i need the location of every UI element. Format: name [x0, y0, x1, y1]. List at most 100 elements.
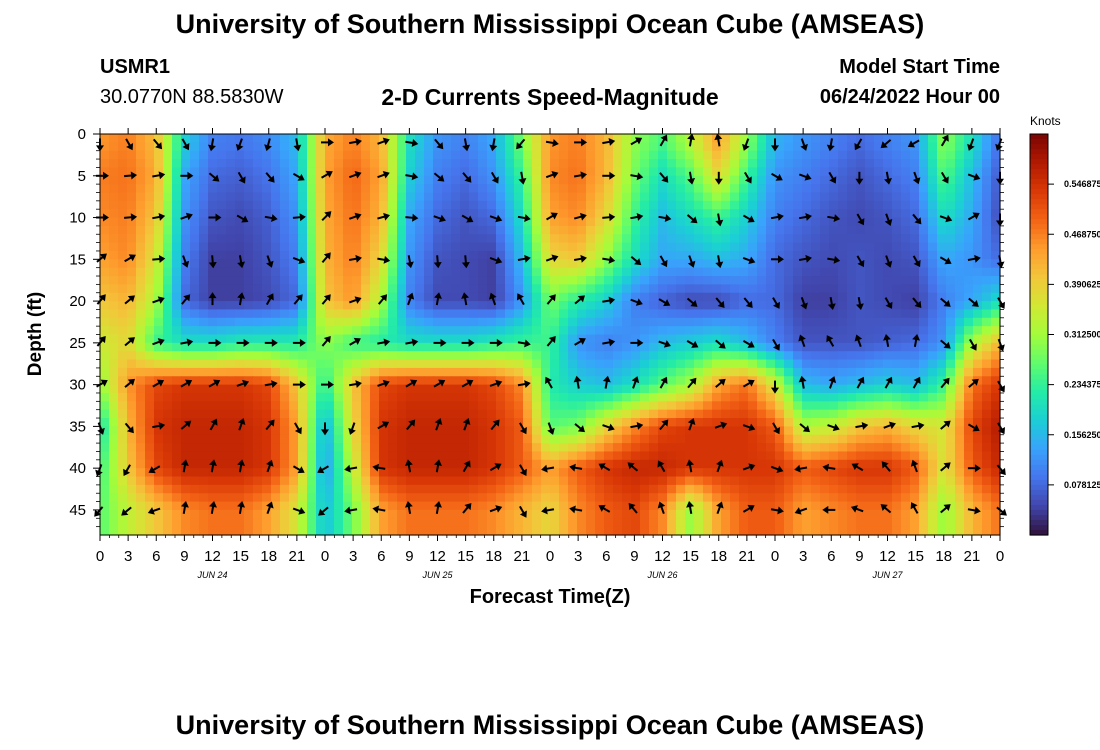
heatmap-cell — [694, 434, 704, 444]
heatmap-cell — [910, 142, 920, 152]
heatmap-cell — [811, 526, 821, 536]
heatmap-cell — [109, 367, 119, 377]
current-vector — [321, 138, 334, 147]
heatmap-cell — [523, 301, 533, 311]
heatmap-cell — [433, 167, 443, 177]
heatmap-cell — [577, 250, 587, 260]
heatmap-cell — [811, 200, 821, 210]
heatmap-cell — [559, 459, 569, 469]
heatmap-cell — [460, 309, 470, 319]
heatmap-cell — [757, 184, 767, 194]
heatmap-cell — [469, 200, 479, 210]
current-vector — [405, 172, 419, 181]
heatmap-cell — [550, 468, 560, 478]
heatmap-cell — [856, 267, 866, 277]
heatmap-cell — [523, 284, 533, 294]
heatmap-cell — [379, 426, 389, 436]
heatmap-cell — [820, 342, 830, 352]
heatmap-cell — [343, 200, 353, 210]
current-vector — [349, 337, 361, 346]
heatmap-cell — [838, 317, 848, 327]
heatmap-cell — [235, 518, 245, 528]
heatmap-cell — [334, 301, 344, 311]
heatmap-cell — [910, 468, 920, 478]
heatmap-cell — [514, 376, 524, 386]
heatmap-cell — [955, 443, 965, 453]
heatmap-cell — [289, 359, 299, 369]
heatmap-cell — [532, 434, 542, 444]
heatmap-cell — [595, 317, 605, 327]
heatmap-cell — [640, 167, 650, 177]
heatmap-cell — [253, 134, 263, 143]
heatmap-cell — [973, 418, 983, 427]
heatmap-cell — [487, 284, 497, 294]
heatmap-cell — [226, 217, 236, 227]
heatmap-cell — [973, 175, 983, 185]
heatmap-cell — [631, 392, 641, 402]
heatmap-cell — [262, 167, 272, 177]
heatmap-cell — [838, 501, 848, 511]
heatmap-cell — [163, 276, 173, 285]
heatmap-cell — [523, 409, 533, 419]
heatmap-cell — [199, 200, 209, 210]
heatmap-cell — [361, 376, 371, 386]
heatmap-cell — [910, 443, 920, 453]
heatmap-cell — [928, 284, 938, 294]
heatmap-cell — [982, 259, 992, 269]
heatmap-cell — [667, 200, 677, 210]
heatmap-cell — [109, 484, 119, 494]
current-vector — [798, 334, 806, 348]
heatmap-cell — [172, 267, 182, 277]
heatmap-cell — [172, 392, 182, 402]
heatmap-cell — [253, 443, 263, 453]
heatmap-cell — [469, 501, 479, 511]
heatmap-cell — [991, 284, 1001, 294]
heatmap-cell — [415, 259, 425, 269]
heatmap-cell — [811, 518, 821, 528]
heatmap-cell — [649, 292, 659, 302]
heatmap-cell — [982, 276, 992, 285]
heatmap-cell — [397, 342, 407, 352]
heatmap-cell — [181, 175, 191, 185]
heatmap-cell — [154, 526, 164, 536]
heatmap-cell — [469, 526, 479, 536]
current-vector — [180, 212, 193, 221]
heatmap-cell — [190, 134, 200, 143]
heatmap-cell — [190, 217, 200, 227]
heatmap-cell — [865, 484, 875, 494]
heatmap-cell — [172, 284, 182, 294]
heatmap-cell — [874, 317, 884, 327]
heatmap-cell — [640, 451, 650, 461]
heatmap-cell — [127, 409, 137, 419]
heatmap-cell — [406, 276, 416, 285]
heatmap-cell — [433, 384, 443, 394]
heatmap-cell — [388, 451, 398, 461]
heatmap-cell — [424, 392, 434, 402]
heatmap-cell — [766, 284, 776, 294]
heatmap-cell — [973, 451, 983, 461]
heatmap-cell — [235, 376, 245, 386]
heatmap-cell — [955, 217, 965, 227]
heatmap-cell — [496, 192, 506, 202]
heatmap-cell — [703, 359, 713, 369]
heatmap-cell — [181, 476, 191, 486]
heatmap-cell — [874, 250, 884, 260]
heatmap-cell — [766, 217, 776, 227]
heatmap-cell — [280, 459, 290, 469]
heatmap-cell — [307, 493, 317, 503]
heatmap-cell — [901, 526, 911, 536]
heatmap-cell — [955, 484, 965, 494]
heatmap-cell — [541, 476, 551, 486]
heatmap-cell — [532, 493, 542, 503]
heatmap-cell — [433, 443, 443, 453]
heatmap-cell — [838, 468, 848, 478]
heatmap-cell — [613, 367, 623, 377]
heatmap-cell — [874, 150, 884, 160]
heatmap-cell — [352, 367, 362, 377]
heatmap-cell — [136, 434, 146, 444]
heatmap-cell — [766, 384, 776, 394]
heatmap-cell — [190, 242, 200, 252]
heatmap-cell — [595, 384, 605, 394]
heatmap-cell — [559, 367, 569, 377]
heatmap-cell — [937, 392, 947, 402]
